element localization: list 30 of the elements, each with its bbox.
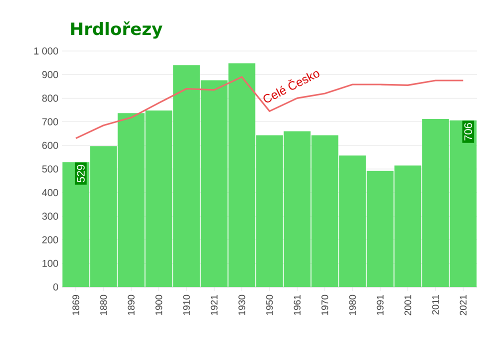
x-tick-label: 2001 — [404, 295, 412, 316]
y-tick-label: 600 — [42, 142, 58, 149]
y-tick-label: 1 000 — [34, 47, 58, 55]
text: Celé Česko — [264, 71, 320, 102]
x-tick-label: 1869 — [72, 294, 80, 315]
y-tick-label: 900 — [42, 71, 58, 78]
x-tick-label: 1921 — [210, 295, 218, 315]
y-tick-label: 0 — [53, 283, 58, 291]
x-tick-label: 2011 — [432, 295, 439, 314]
y-tick-label: 700 — [42, 118, 58, 126]
y-tick-label: 400 — [42, 189, 58, 196]
y-tick-label: 800 — [42, 94, 58, 102]
data-label: 706 — [464, 123, 472, 140]
x-tick-label: 1980 — [349, 294, 356, 315]
data-label: 529 — [76, 164, 85, 182]
x-tick-label: 1961 — [294, 295, 301, 315]
x-tick-label: 1970 — [321, 294, 328, 315]
x-tick-label: 1900 — [155, 294, 162, 315]
y-tick-label: 500 — [42, 165, 58, 173]
y-tick-label: 300 — [42, 212, 58, 220]
x-tick-label: 1890 — [128, 294, 135, 315]
chart-title: Hrdlořezy — [71, 21, 162, 39]
y-tick-label: 100 — [42, 260, 58, 267]
x-tick-label: 1930 — [238, 294, 246, 315]
y-tick-label: 200 — [42, 236, 58, 244]
x-tick-label: 1950 — [266, 294, 273, 315]
x-tick-label: 1880 — [100, 294, 107, 315]
x-tick-label: 1910 — [183, 294, 190, 315]
x-tick-label: 2021 — [460, 295, 467, 316]
x-tick-label: 1991 — [376, 295, 384, 315]
